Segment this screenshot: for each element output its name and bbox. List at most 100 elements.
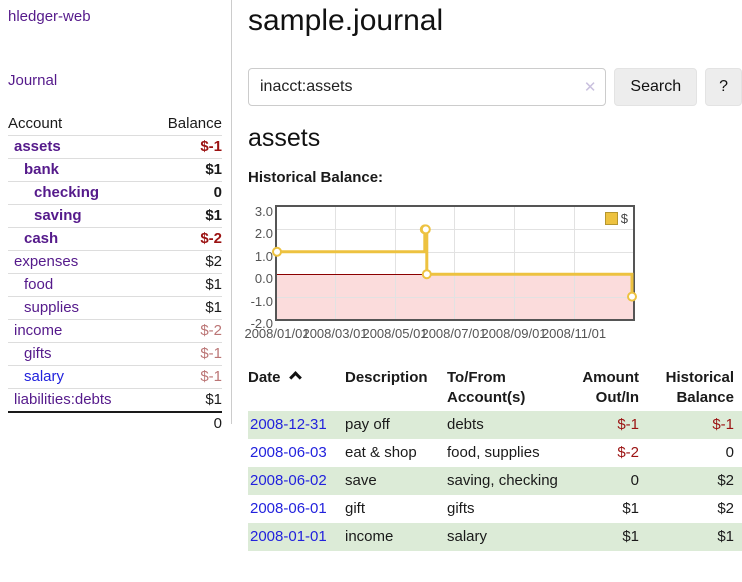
transaction-balance: $1 bbox=[647, 523, 742, 551]
transaction-date-link[interactable]: 2008-06-03 bbox=[250, 444, 327, 461]
transaction-date-link[interactable]: 2008-06-02 bbox=[250, 472, 327, 489]
page-title: sample.journal bbox=[248, 4, 444, 37]
y-tick: 0.0 bbox=[254, 271, 273, 286]
transaction-accounts: gifts bbox=[447, 500, 475, 517]
account-balance: $-1 bbox=[148, 365, 222, 389]
sort-ascending-icon[interactable] bbox=[288, 371, 302, 384]
transaction-balance: 0 bbox=[725, 444, 734, 461]
transaction-description: eat & shop bbox=[345, 444, 417, 461]
register-row: 2008-06-01 gift gifts $1 $2 bbox=[248, 495, 742, 523]
transaction-date-link[interactable]: 2008-01-01 bbox=[250, 528, 327, 545]
negative-region bbox=[277, 274, 633, 319]
register-header-balance: Historical Balance bbox=[665, 369, 734, 406]
account-link-supplies[interactable]: supplies bbox=[24, 299, 80, 316]
transaction-amount: 0 bbox=[567, 467, 647, 495]
account-link-assets[interactable]: assets bbox=[14, 138, 61, 155]
main-content: sample.journal ✕ Search ? assets Histori… bbox=[244, 0, 742, 551]
search-button[interactable]: Search bbox=[614, 68, 698, 106]
x-tick: 2008/01/01 bbox=[244, 326, 310, 341]
account-link-bank[interactable]: bank bbox=[24, 161, 60, 178]
account-balance: $-2 bbox=[148, 319, 222, 343]
accounts-total: 0 bbox=[148, 411, 222, 435]
register-header-date[interactable]: Date bbox=[248, 365, 345, 411]
register-row: 2008-06-03 eat & shop food, supplies $-2… bbox=[248, 439, 742, 467]
transaction-date-link[interactable]: 2008-06-01 bbox=[250, 500, 327, 517]
register-row: 2008-06-02 save saving, checking 0 $2 bbox=[248, 467, 742, 495]
transaction-accounts: food, supplies bbox=[447, 444, 540, 461]
legend-swatch-icon bbox=[604, 212, 618, 225]
sidebar-item-journal[interactable]: Journal bbox=[8, 72, 58, 89]
gridline bbox=[574, 207, 575, 319]
accounts-total-row: 0 bbox=[8, 411, 222, 435]
register-header-accounts: To/From Account(s) bbox=[447, 369, 526, 406]
transaction-balance: $-1 bbox=[647, 411, 742, 439]
transaction-amount: $1 bbox=[567, 523, 647, 551]
register-row: 2008-12-31 pay off debts $-1 $-1 bbox=[248, 411, 742, 439]
x-tick: 2008/03/01 bbox=[302, 326, 368, 341]
accounts-table: Account Balance assets $-1 bank $1 check… bbox=[8, 112, 222, 435]
account-balance: $-2 bbox=[148, 227, 222, 251]
account-row: bank $1 bbox=[8, 158, 222, 182]
account-row: income $-2 bbox=[8, 319, 222, 343]
register-table: Date Description To/From Account(s) Amou… bbox=[248, 365, 742, 551]
transaction-amount: $1 bbox=[622, 500, 639, 517]
transaction-amount: $-2 bbox=[617, 444, 639, 461]
account-link-expenses[interactable]: expenses bbox=[14, 253, 79, 270]
y-tick: -1.0 bbox=[250, 294, 273, 309]
account-row: cash $-2 bbox=[8, 227, 222, 251]
account-link-salary[interactable]: salary bbox=[24, 368, 65, 385]
x-tick: 2008/07/01 bbox=[421, 326, 487, 341]
historical-balance-chart: 3.0 2.0 1.0 0.0 -1.0 -2.0 bbox=[244, 200, 742, 350]
account-link-cash[interactable]: cash bbox=[24, 230, 59, 247]
account-balance: $1 bbox=[148, 204, 222, 228]
account-row: checking 0 bbox=[8, 181, 222, 205]
account-link-liabilities-debts[interactable]: liabilities:debts bbox=[14, 391, 112, 408]
account-balance: $2 bbox=[148, 250, 222, 274]
y-tick: 3.0 bbox=[254, 204, 273, 219]
transaction-amount: $-1 bbox=[567, 411, 647, 439]
chart-title: Historical Balance: bbox=[248, 169, 384, 186]
account-row: assets $-1 bbox=[8, 135, 222, 159]
transaction-balance: $2 bbox=[647, 467, 742, 495]
app-title: hledger-web bbox=[8, 8, 231, 26]
account-link-income[interactable]: income bbox=[14, 322, 63, 339]
account-row: supplies $1 bbox=[8, 296, 222, 320]
account-balance: 0 bbox=[148, 181, 222, 205]
register-header-row: Date Description To/From Account(s) Amou… bbox=[248, 365, 742, 411]
transaction-description: gift bbox=[345, 500, 366, 517]
x-tick: 2008/09/01 bbox=[481, 326, 547, 341]
account-balance: $1 bbox=[148, 273, 222, 297]
account-balance: $-1 bbox=[148, 135, 222, 159]
app-title-link[interactable]: hledger-web bbox=[8, 8, 91, 25]
account-row: expenses $2 bbox=[8, 250, 222, 274]
transaction-balance: $2 bbox=[717, 500, 734, 517]
search-form: ✕ Search ? bbox=[248, 68, 742, 106]
search-input[interactable] bbox=[248, 68, 607, 106]
accounts-header-balance: Balance bbox=[167, 115, 222, 132]
gridline bbox=[514, 207, 515, 319]
gridline bbox=[277, 252, 633, 253]
y-tick: 1.0 bbox=[254, 249, 273, 264]
clear-search-icon[interactable]: ✕ bbox=[583, 79, 597, 96]
account-row: salary $-1 bbox=[8, 365, 222, 389]
gridline bbox=[277, 297, 633, 298]
transaction-date-link[interactable]: 2008-12-31 bbox=[250, 416, 327, 433]
account-link-gifts[interactable]: gifts bbox=[24, 345, 52, 362]
account-balance: $-1 bbox=[148, 342, 222, 366]
accounts-header-row: Account Balance bbox=[8, 112, 222, 136]
account-balance: $1 bbox=[148, 158, 222, 182]
legend-label: $ bbox=[620, 211, 628, 226]
help-button[interactable]: ? bbox=[705, 68, 742, 106]
gridline bbox=[395, 207, 396, 319]
account-link-saving[interactable]: saving bbox=[34, 207, 82, 224]
date-header-label: Date bbox=[248, 369, 281, 386]
accounts-header-account: Account bbox=[8, 115, 63, 132]
register-header-description: Description bbox=[345, 369, 428, 386]
chart-plot-area[interactable]: $ bbox=[272, 205, 637, 321]
gridline bbox=[277, 229, 633, 230]
account-link-checking[interactable]: checking bbox=[34, 184, 100, 201]
account-balance: $1 bbox=[148, 388, 222, 412]
account-link-food[interactable]: food bbox=[24, 276, 54, 293]
chart-legend: $ bbox=[604, 211, 628, 226]
account-row: liabilities:debts $1 bbox=[8, 388, 222, 412]
